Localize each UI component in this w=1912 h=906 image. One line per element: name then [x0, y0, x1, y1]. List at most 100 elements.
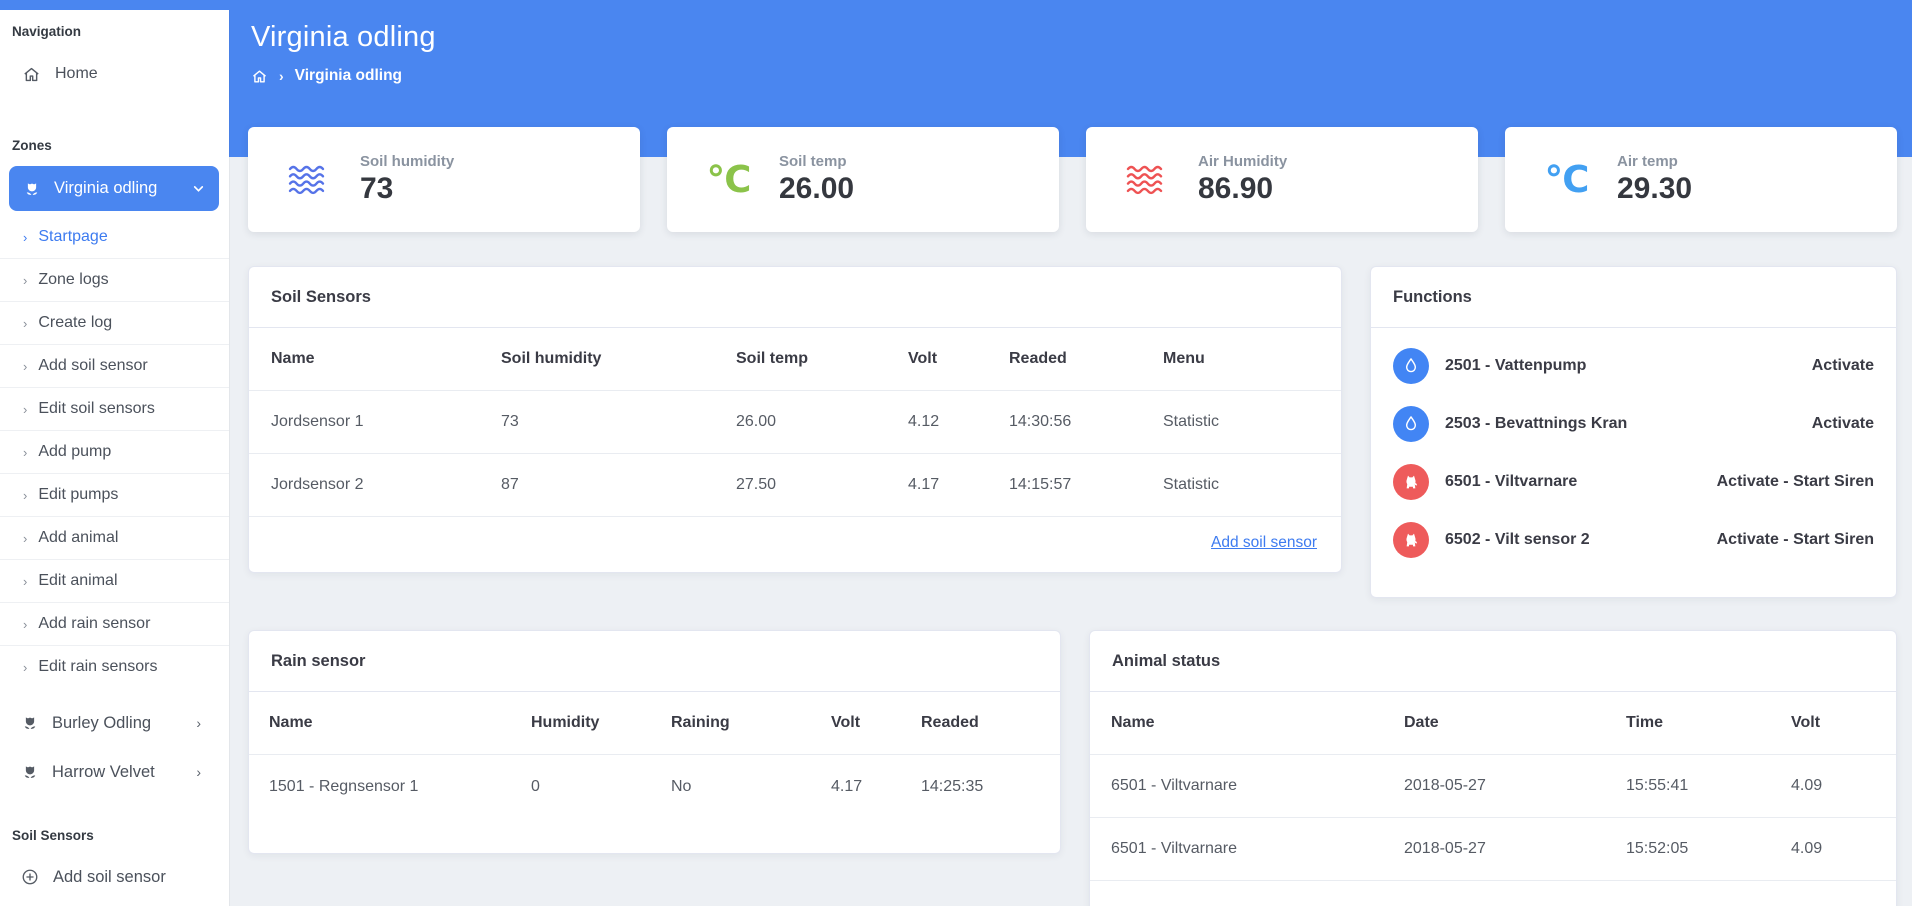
chevron-right-icon: ›: [23, 530, 28, 546]
column-header: Name: [271, 350, 315, 367]
table-header: Name Date Time Volt: [1090, 692, 1896, 755]
column-header: Soil humidity: [501, 350, 602, 367]
activate-link[interactable]: Activate: [1811, 415, 1874, 432]
table-row: 6501 - Viltvarnare 2018-05-27 15:52:05 4…: [1090, 818, 1896, 881]
cell-name: 6501 - Viltvarnare: [1111, 777, 1237, 794]
chevron-down-icon: [192, 182, 205, 195]
sub-item-label: Add rain sensor: [38, 615, 151, 632]
cell-name: Jordsensor 2: [271, 476, 364, 493]
activate-link[interactable]: Activate: [1811, 357, 1874, 374]
page-title: Virginia odling: [251, 21, 436, 53]
celsius-icon: ℃: [706, 159, 752, 200]
cell-volt: 4.09: [1791, 840, 1823, 857]
activate-start-siren-link[interactable]: Activate - Start Siren: [1716, 473, 1874, 490]
chevron-right-icon: ›: [23, 444, 28, 460]
plus-circle-icon: [21, 868, 39, 886]
column-header: Menu: [1163, 350, 1205, 367]
sidebar-item-add-rain-sensor[interactable]: › Add rain sensor: [0, 603, 229, 646]
panel-title: Rain sensor: [249, 631, 1060, 692]
sidebar-zone-burley-odling[interactable]: Burley Odling ›: [0, 699, 229, 747]
stat-label: Soil temp: [779, 153, 847, 170]
breadcrumb-current: Virginia odling: [294, 67, 403, 84]
sidebar: Navigation Home Zones Virginia odling › S…: [0, 10, 229, 906]
sidebar-item-add-animal[interactable]: › Add animal: [0, 517, 229, 560]
sidebar-section-navigation: Navigation: [12, 24, 82, 39]
statistic-link[interactable]: Statistic: [1163, 413, 1220, 430]
sub-item-label: Edit animal: [38, 572, 118, 589]
column-header: Readed: [1009, 350, 1067, 367]
zone-submenu: › Startpage › Zone logs › Create log › Add s…: [0, 216, 229, 688]
breadcrumb: › Virginia odling: [251, 67, 402, 85]
sidebar-item-edit-soil-sensors[interactable]: › Edit soil sensors: [0, 388, 229, 431]
sidebar-item-edit-rain-sensors[interactable]: › Edit rain sensors: [0, 646, 229, 688]
animal-icon: [1393, 464, 1429, 500]
sidebar-section-soil-sensors: Soil Sensors: [12, 828, 94, 843]
cell-readed: 14:15:57: [1009, 476, 1072, 493]
cell-readed: 14:25:35: [921, 777, 984, 795]
cell-volt: 4.09: [1791, 777, 1823, 794]
column-header: Name: [269, 714, 313, 731]
flower-icon: [23, 180, 41, 198]
sub-item-label: Create log: [38, 314, 113, 331]
breadcrumb-separator: ›: [279, 68, 284, 84]
functions-panel: Functions 2501 - Vattenpump Activate 250…: [1370, 266, 1897, 598]
cell-time: 15:55:41: [1626, 777, 1689, 794]
sidebar-zone-virginia-odling[interactable]: Virginia odling: [9, 166, 219, 211]
cell-volt: 4.12: [908, 413, 940, 430]
stat-card-soil-humidity: Soil humidity 73: [248, 127, 640, 232]
cell-date: 2018-05-27: [1404, 777, 1486, 794]
sidebar-item-edit-animal[interactable]: › Edit animal: [0, 560, 229, 603]
function-row: 2501 - Vattenpump Activate: [1371, 337, 1896, 395]
sidebar-item-add-pump[interactable]: › Add pump: [0, 431, 229, 474]
panel-title: Functions: [1371, 267, 1896, 328]
sub-item-label: Add pump: [38, 443, 112, 460]
sidebar-item-startpage[interactable]: › Startpage: [0, 216, 229, 259]
sub-item-label: Edit rain sensors: [38, 658, 158, 675]
sub-item-label: Add soil sensor: [38, 357, 148, 374]
column-header: Volt: [831, 714, 861, 731]
column-header: Volt: [1791, 714, 1821, 731]
cell-raining: No: [671, 777, 692, 795]
column-header: Soil temp: [736, 350, 809, 367]
function-name: 2501 - Vattenpump: [1445, 357, 1587, 374]
table-row: 6501 - Viltvarnare 2018-05-27 15:55:41 4…: [1090, 755, 1896, 818]
sub-item-label: Edit pumps: [38, 486, 119, 503]
sidebar-zone-harrow-velvet[interactable]: Harrow Velvet ›: [0, 748, 229, 796]
sidebar-item-home[interactable]: Home: [0, 52, 229, 96]
water-drop-icon: [1393, 406, 1429, 442]
cell-soil-temp: 27.50: [736, 476, 777, 493]
zone-label: Burley Odling: [52, 713, 152, 732]
functions-list: 2501 - Vattenpump Activate 2503 - Bevatt…: [1371, 328, 1896, 569]
column-header: Humidity: [531, 714, 600, 731]
table-row: Jordsensor 2 87 27.50 4.17 14:15:57 Stat…: [249, 454, 1341, 517]
function-name: 2503 - Bevattnings Kran: [1445, 415, 1628, 432]
cell-humidity: 0: [531, 777, 540, 795]
chevron-right-icon: ›: [23, 229, 28, 245]
statistic-link[interactable]: Statistic: [1163, 476, 1220, 493]
sidebar-item-add-soil-sensor[interactable]: › Add soil sensor: [0, 345, 229, 388]
sidebar-item-add-soil-sensor-bottom[interactable]: Add soil sensor: [0, 855, 229, 899]
chevron-right-icon: ›: [23, 573, 28, 589]
active-zone-label: Virginia odling: [54, 179, 158, 197]
stat-card-soil-temp: ℃ Soil temp 26.00: [667, 127, 1059, 232]
sub-item-label: Edit soil sensors: [38, 400, 155, 417]
function-row: 6502 - Vilt sensor 2 Activate - Start Si…: [1371, 511, 1896, 569]
sub-item-label: Zone logs: [38, 271, 109, 288]
column-header: Readed: [921, 714, 979, 731]
sidebar-item-create-log[interactable]: › Create log: [0, 302, 229, 345]
activate-start-siren-link[interactable]: Activate - Start Siren: [1716, 531, 1874, 548]
stat-label: Air Humidity: [1198, 153, 1288, 170]
cell-soil-humidity: 87: [501, 476, 519, 493]
breadcrumb-home-icon[interactable]: [251, 68, 268, 85]
sidebar-item-edit-pumps[interactable]: › Edit pumps: [0, 474, 229, 517]
sidebar-item-label: Home: [55, 65, 98, 82]
soil-sensors-panel: Soil Sensors Name Soil humidity Soil tem…: [248, 266, 1342, 573]
waves-icon: [1120, 164, 1176, 196]
add-soil-sensor-link[interactable]: Add soil sensor: [1211, 534, 1317, 551]
stat-label: Soil humidity: [360, 153, 455, 170]
function-row: 6501 - Viltvarnare Activate - Start Sire…: [1371, 453, 1896, 511]
chevron-right-icon: ›: [196, 764, 201, 780]
chevron-right-icon: ›: [196, 715, 201, 731]
column-header: Name: [1111, 714, 1155, 731]
sidebar-item-zone-logs[interactable]: › Zone logs: [0, 259, 229, 302]
